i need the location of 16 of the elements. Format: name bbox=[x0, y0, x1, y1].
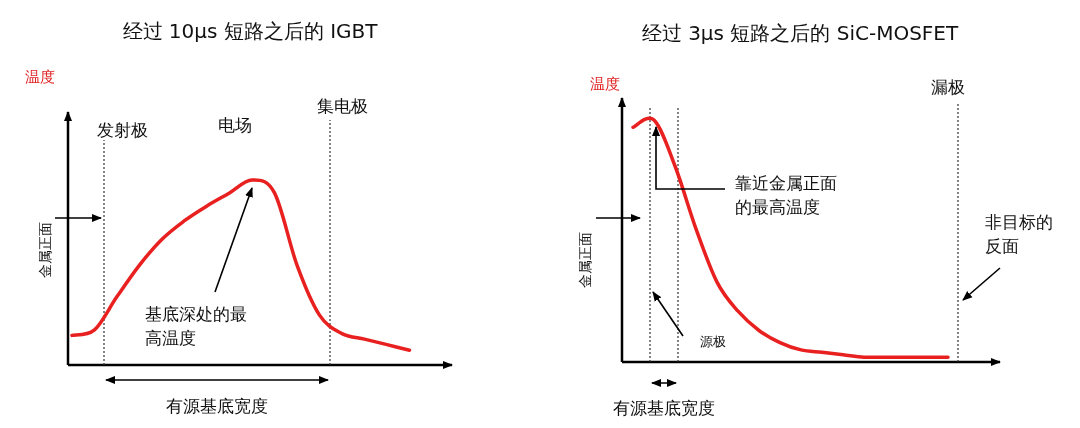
annotation: 基底深处的最高温度 bbox=[145, 304, 247, 348]
text: 漏极 bbox=[931, 77, 965, 97]
text: 集电极 bbox=[316, 96, 368, 116]
annotation: 靠近金属正面的最高温度 bbox=[735, 173, 837, 217]
text: 非目标的反面 bbox=[985, 212, 1053, 256]
x-axis-title: 有源基底宽度 bbox=[166, 396, 268, 416]
chart-title: 经过 3μs 短路之后的 SiC-MOSFET bbox=[641, 21, 959, 45]
text: 电场 bbox=[218, 115, 252, 135]
annotation: 源极 bbox=[700, 334, 726, 349]
chart-title: 经过 10μs 短路之后的 IGBT bbox=[122, 19, 379, 43]
text: 金属正面 bbox=[37, 222, 53, 278]
text: 发射极 bbox=[96, 120, 148, 140]
x-axis-title: 有源基底宽度 bbox=[613, 398, 715, 418]
text: 金属正面 bbox=[577, 232, 593, 288]
y-axis-title: 温度 bbox=[590, 75, 620, 93]
y-axis-title: 温度 bbox=[25, 68, 55, 86]
